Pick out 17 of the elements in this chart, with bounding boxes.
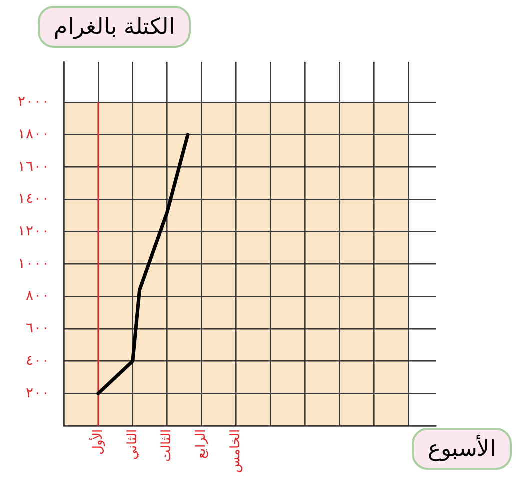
y-tick-label: ١٦٠٠ [18,158,50,175]
y-tick-label: ١٤٠٠ [18,191,50,208]
x-axis-title: الأسبوع [412,428,512,470]
x-tick-label: الأول [88,429,106,455]
x-tick-label: الثالث [160,429,175,462]
x-tick-label: الخامس [228,429,244,473]
y-tick-label: ٢٠٠٠ [18,94,50,110]
y-tick-label: ٢٠٠ [26,385,50,402]
y-tick-label: ١٠٠٠ [18,256,50,272]
y-tick-label: ١٢٠٠ [18,224,50,240]
x-tick-label: الرابع [194,429,210,459]
x-tick-label: الثاني [125,429,140,460]
y-axis-title: الكتلة بالغرام [38,6,191,48]
y-tick-label: ١٨٠٠ [18,126,50,142]
y-tick-label: ٦٠٠ [26,320,50,337]
y-tick-label: ٤٠٠ [26,352,50,369]
y-tick-label: ٨٠٠ [26,288,50,304]
